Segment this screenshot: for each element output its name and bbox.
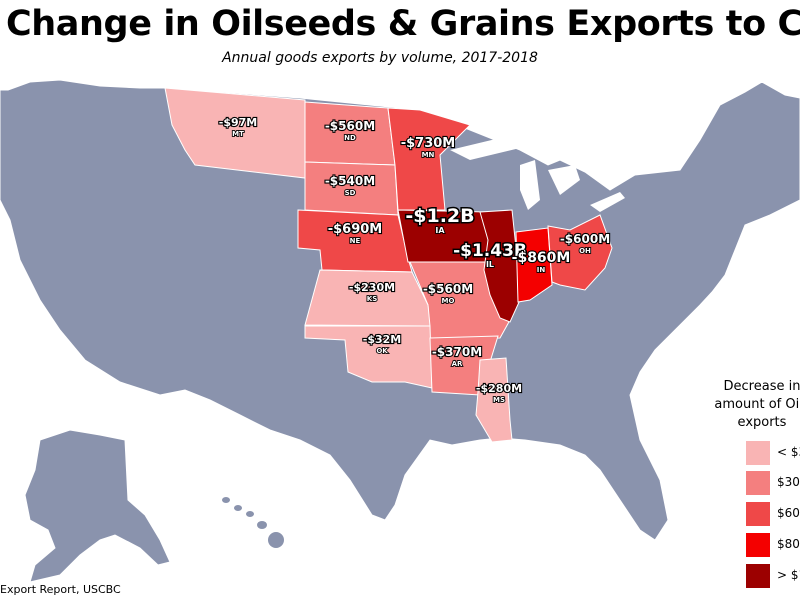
great-lakes	[450, 138, 625, 212]
legend-item: $600	[746, 502, 800, 526]
legend-label: > $1.	[777, 568, 800, 582]
legend-swatch	[746, 533, 770, 557]
state-value-label-AR: -$370M	[432, 345, 482, 359]
legend-title-line-2: amount of Oils	[714, 397, 800, 412]
state-abbr-label-IL: IL	[486, 260, 494, 269]
state-abbr-label-MO: MO	[442, 297, 455, 305]
state-MS	[475, 357, 513, 443]
legend-item: $300	[746, 471, 800, 495]
state-abbr-label-MS: MS	[493, 396, 505, 404]
state-abbr-label-OH: OH	[579, 247, 591, 255]
state-value-label-NE: -$690M	[328, 222, 383, 237]
state-abbr-label-OK: OK	[376, 347, 388, 355]
state-abbr-label-ND: ND	[344, 134, 356, 142]
legend-label: $300	[777, 475, 800, 489]
state-abbr-label-IN: IN	[537, 266, 546, 274]
state-abbr-label-SD: SD	[345, 189, 356, 197]
state-value-label-IA: -$1.2B	[405, 205, 474, 227]
state-value-label-OH: -$600M	[560, 232, 610, 246]
state-value-label-MT: -$97M	[219, 116, 257, 129]
state-abbr-label-AR: AR	[452, 360, 463, 368]
legend-swatch	[746, 441, 770, 465]
state-abbr-label-IA: IA	[435, 226, 445, 235]
legend-item: > $1.	[746, 564, 800, 588]
state-IN	[515, 227, 553, 303]
state-OH	[547, 214, 613, 291]
state-value-label-IN: -$860M	[512, 250, 571, 266]
legend-title-line-1: Decrease in	[723, 379, 800, 394]
state-abbr-label-NE: NE	[350, 237, 361, 245]
hawaii-islands	[222, 497, 284, 548]
state-value-label-MN: -$730M	[401, 136, 456, 151]
source-note: Export Report, USCBC	[0, 583, 121, 596]
legend-swatch	[746, 502, 770, 526]
state-MN	[387, 107, 471, 211]
state-value-label-ND: -$560M	[325, 119, 375, 133]
alaska-shape	[24, 429, 171, 583]
legend-label: $800	[777, 537, 800, 551]
state-value-label-SD: -$540M	[325, 174, 375, 188]
legend-item: < $30	[746, 441, 800, 465]
legend-title-line-3: exports	[737, 415, 787, 430]
watermark: SoundingMaps.com	[330, 543, 448, 557]
legend-item: $800	[746, 533, 800, 557]
state-abbr-label-MN: MN	[422, 151, 435, 159]
legend-label: $600	[777, 506, 800, 520]
state-value-label-OK: -$32M	[363, 333, 401, 346]
legend-swatch	[746, 471, 770, 495]
legend-swatch	[746, 564, 770, 588]
state-value-label-KS: -$230M	[349, 281, 395, 294]
inset-border	[0, 411, 249, 600]
state-KS	[304, 269, 431, 327]
map-subtitle: Annual goods exports by volume, 2017-201…	[222, 50, 538, 66]
legend-title: Decrease in amount of Oils exports	[702, 378, 800, 432]
map-title: Change in Oilseeds & Grains Exports to C…	[6, 4, 800, 44]
state-value-label-MO: -$560M	[423, 282, 473, 296]
state-value-label-IL: -$1.43B	[453, 241, 527, 261]
state-value-label-MS: -$280M	[476, 382, 522, 395]
state-abbr-label-MT: MT	[232, 130, 244, 138]
legend-label: < $30	[777, 445, 800, 459]
state-abbr-label-KS: KS	[367, 295, 377, 303]
state-IL	[479, 209, 521, 323]
state-MT	[164, 87, 306, 179]
